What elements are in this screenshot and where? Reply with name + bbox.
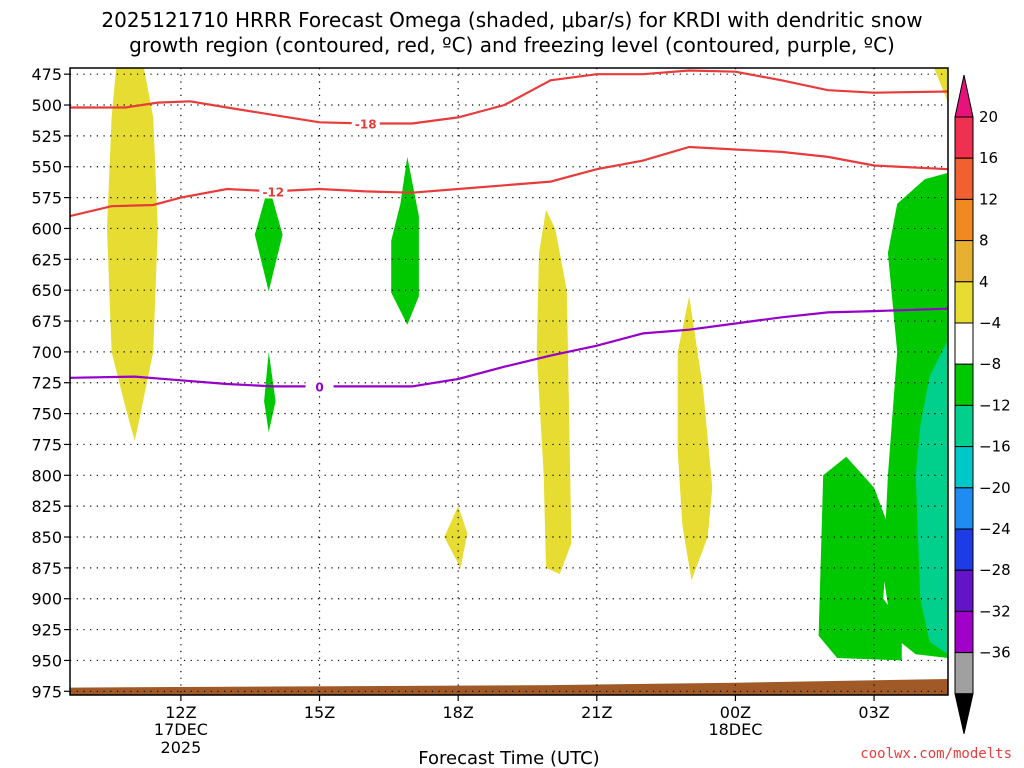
- y-tick-label-650: 650: [31, 281, 62, 300]
- y-tick-label-750: 750: [31, 405, 62, 424]
- colorbar-swatch-2: [954, 198, 974, 242]
- contour-label-bg--12: [259, 183, 288, 199]
- y-tick-label-575: 575: [31, 189, 62, 208]
- y-tick-label-850: 850: [31, 528, 62, 547]
- plot-frame: [69, 67, 949, 696]
- y-tick-label-975: 975: [31, 682, 62, 701]
- colorbar-label-0: 20: [979, 108, 998, 126]
- colorbar-label-5: −4: [979, 314, 1001, 332]
- colorbar-swatch-0: [954, 116, 974, 159]
- colorbar-label-11: −28: [979, 561, 1011, 579]
- y-tick-label-950: 950: [31, 651, 62, 670]
- colorbar-swatch-11: [954, 569, 974, 612]
- y-tick-label-475: 475: [31, 65, 62, 84]
- y-tick-label-900: 900: [31, 590, 62, 609]
- contour-label--12: -12: [262, 185, 284, 199]
- omega-region-4: [536, 209, 572, 574]
- colorbar: 20 16 12 8 4 −4 −8 −12 −16 −20 −24 −28 −32 −36: [954, 74, 1011, 734]
- x-tick-label-18: 18Z: [443, 703, 474, 722]
- omega-region-6: [677, 296, 713, 581]
- y-tick-label-775: 775: [31, 435, 62, 454]
- colorbar-label-13: −36: [979, 644, 1011, 662]
- contour-line--12: [69, 145, 949, 218]
- colorbar-label-4: 4: [979, 273, 989, 291]
- y-tick-label-925: 925: [31, 621, 62, 640]
- terrain-fill: [70, 679, 948, 695]
- x-axis-label: Forecast Time (UTC): [418, 748, 599, 768]
- contour-line--18: [70, 69, 949, 125]
- colorbar-label-8: −16: [979, 438, 1011, 456]
- y-tick-label-800: 800: [31, 466, 62, 485]
- y-tick-label-525: 525: [31, 127, 62, 146]
- y-tick-label-625: 625: [31, 250, 62, 269]
- colorbar-swatch-4: [954, 281, 974, 324]
- colorbar-swatch-5: [954, 322, 974, 365]
- x-tick-label-21: 21Z: [581, 703, 612, 722]
- y-tick-label-675: 675: [31, 312, 62, 331]
- colorbar-swatch-3: [954, 240, 974, 283]
- x-tick-label-24: 00Z: [720, 703, 751, 722]
- x-tick-label-15: 15Z: [304, 703, 335, 722]
- omega-region-10: [934, 68, 948, 103]
- x-tick-label-27: 03Z: [858, 703, 889, 722]
- contour-lines: -18 -12 0: [69, 69, 949, 394]
- colorbar-swatch-13: [954, 652, 974, 695]
- y-axis-ticks: 475 500 525 550 575 600 625 650 675 700 725 750 775 8…: [31, 65, 70, 701]
- omega-region-2: [264, 351, 276, 433]
- x-tick-year-12: 2025: [161, 738, 202, 757]
- y-tick-label-700: 700: [31, 343, 62, 362]
- contour-label-bg-0: [305, 378, 334, 394]
- contour-line-0: [69, 307, 949, 388]
- colorbar-label-7: −12: [979, 396, 1011, 414]
- omega-region-3: [391, 156, 419, 325]
- terrain-polygon: [70, 679, 948, 695]
- chart-title-line2: growth region (contoured, red, ºC) and f…: [129, 33, 895, 57]
- colorbar-bottom-arrow: [954, 693, 974, 734]
- y-tick-label-825: 825: [31, 497, 62, 516]
- credit-text[interactable]: coolwx.com/modelts: [860, 746, 1012, 762]
- x-tick-date-12: 17DEC: [154, 720, 208, 739]
- y-tick-label-725: 725: [31, 374, 62, 393]
- omega-region-1: [254, 185, 283, 292]
- y-tick-label-875: 875: [31, 559, 62, 578]
- shaded-omega-regions: [107, 68, 948, 661]
- colorbar-swatch-1: [954, 157, 974, 200]
- colorbar-label-12: −32: [979, 602, 1011, 620]
- omega-region-9: [915, 339, 948, 655]
- colorbar-swatch-6: [954, 363, 974, 406]
- colorbar-swatch-8: [954, 446, 974, 489]
- colorbar-label-9: −20: [979, 479, 1011, 497]
- contour-label--18: -18: [355, 118, 377, 132]
- y-tick-label-550: 550: [31, 158, 62, 177]
- colorbar-swatch-7: [954, 404, 974, 448]
- y-tick-label-500: 500: [31, 96, 62, 115]
- y-tick-label-600: 600: [31, 219, 62, 238]
- omega-region-5: [444, 506, 468, 568]
- colorbar-label-6: −8: [979, 355, 1001, 373]
- contour-label-0: 0: [315, 380, 323, 394]
- colorbar-label-10: −24: [979, 520, 1011, 538]
- colorbar-swatch-12: [954, 610, 974, 654]
- colorbar-label-1: 16: [979, 149, 998, 167]
- x-tick-label-12: 12Z: [165, 703, 196, 722]
- colorbar-top-arrow: [954, 74, 974, 118]
- colorbar-swatch-9: [954, 487, 974, 530]
- chart-title-line1: 2025121710 HRRR Forecast Omega (shaded, …: [101, 8, 922, 32]
- colorbar-swatch-10: [954, 528, 974, 571]
- omega-region-7: [818, 456, 902, 661]
- colorbar-label-2: 12: [979, 190, 998, 208]
- contour-label-bg--18: [351, 115, 380, 131]
- x-tick-date-24: 18DEC: [708, 720, 762, 739]
- omega-region-0: [107, 68, 158, 441]
- colorbar-label-3: 8: [979, 232, 989, 250]
